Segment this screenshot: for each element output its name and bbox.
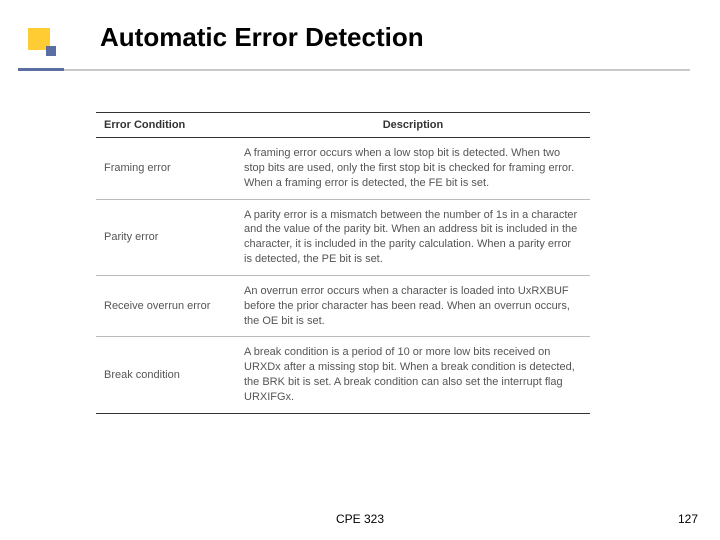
title-rule [18,68,690,71]
table-row: Framing error A framing error occurs whe… [96,138,590,200]
title-rule-accent [18,68,64,71]
cell-description: A framing error occurs when a low stop b… [236,138,590,200]
footer-page-number: 127 [678,512,698,526]
col-header-description: Description [236,113,590,138]
cell-condition: Receive overrun error [96,275,236,337]
col-header-condition: Error Condition [96,113,236,138]
footer-course: CPE 323 [0,512,720,526]
error-table: Error Condition Description Framing erro… [96,112,590,414]
cell-description: A break condition is a period of 10 or m… [236,337,590,413]
decor-square-small [46,46,56,56]
table-row: Receive overrun error An overrun error o… [96,275,590,337]
table-row: Parity error A parity error is a mismatc… [96,199,590,275]
page-title: Automatic Error Detection [100,22,424,53]
cell-description: A parity error is a mismatch between the… [236,199,590,275]
slide: Automatic Error Detection Error Conditio… [0,0,720,540]
cell-condition: Break condition [96,337,236,413]
cell-condition: Framing error [96,138,236,200]
title-rule-line [64,69,690,71]
cell-description: An overrun error occurs when a character… [236,275,590,337]
table-row: Break condition A break condition is a p… [96,337,590,413]
cell-condition: Parity error [96,199,236,275]
table-header-row: Error Condition Description [96,113,590,138]
